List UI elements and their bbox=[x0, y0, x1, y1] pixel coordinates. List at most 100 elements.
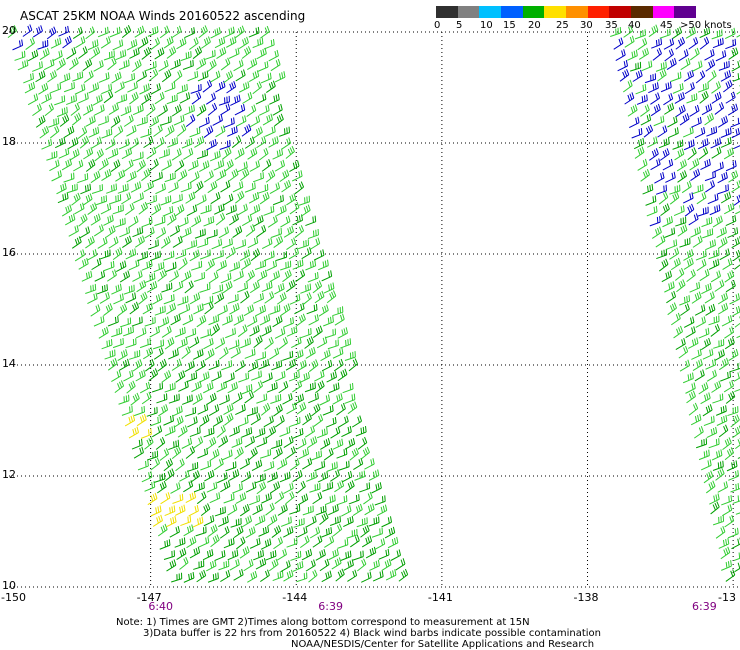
wind-barb-336 bbox=[278, 380, 289, 394]
wind-barb-943 bbox=[268, 49, 279, 62]
wind-barb-684 bbox=[91, 184, 103, 194]
wind-barb-335 bbox=[266, 382, 278, 393]
wind-barb-354 bbox=[262, 372, 273, 384]
colorbar-tick-label-0: 0 bbox=[434, 20, 441, 31]
wind-barb-433 bbox=[249, 325, 260, 337]
wind-barb-851 bbox=[154, 91, 165, 105]
wind-barb-216 bbox=[221, 449, 233, 461]
wind-barb-306 bbox=[141, 391, 152, 405]
wind-barb-1092 bbox=[674, 267, 685, 281]
wind-barb-946 bbox=[37, 39, 49, 50]
wind-barb-254 bbox=[216, 424, 226, 438]
wind-barb-920 bbox=[247, 58, 258, 71]
wind-barb-37 bbox=[395, 558, 406, 571]
wind-barb-105 bbox=[280, 516, 292, 527]
wind-barb-715 bbox=[228, 168, 239, 182]
wind-barb-80 bbox=[208, 524, 218, 537]
wind-barbs bbox=[7, 24, 740, 583]
wind-barb-743 bbox=[69, 148, 80, 161]
wind-barb-966 bbox=[22, 24, 33, 37]
wind-barb-151 bbox=[374, 495, 386, 506]
wind-barb-956 bbox=[163, 36, 174, 49]
wind-barb-1061 bbox=[673, 325, 684, 339]
wind-barb-652 bbox=[200, 204, 212, 215]
wind-barb-311 bbox=[206, 392, 217, 405]
wind-barb-375 bbox=[285, 358, 297, 371]
wind-barb-421 bbox=[98, 326, 109, 339]
wind-barb-1243 bbox=[720, 70, 732, 82]
wind-barb-1173 bbox=[649, 148, 659, 161]
wind-barb-1003 bbox=[705, 480, 716, 494]
wind-barb-619 bbox=[294, 225, 305, 238]
wind-barb-756 bbox=[234, 147, 245, 160]
wind-barb-81 bbox=[219, 526, 230, 539]
wind-barb-320 bbox=[319, 394, 331, 406]
wind-barb-59 bbox=[186, 536, 197, 549]
wind-barb-648 bbox=[151, 203, 162, 216]
wind-barb-580 bbox=[313, 249, 325, 261]
wind-barb-263 bbox=[330, 426, 341, 439]
wind-barb-394 bbox=[269, 347, 280, 360]
wind-barb-10 bbox=[296, 572, 308, 583]
wind-barb-175 bbox=[190, 470, 200, 483]
wind-barb-893 bbox=[172, 70, 183, 83]
wind-barb-1254 bbox=[731, 60, 740, 72]
wind-barb-1149 bbox=[655, 184, 667, 195]
note-line-1: Note: 1) Times are GMT 2)Times along bot… bbox=[116, 617, 530, 628]
wind-barb-878 bbox=[238, 81, 250, 93]
wind-barb-287 bbox=[146, 406, 158, 417]
wind-barb-494 bbox=[253, 292, 265, 304]
wind-barb-888 bbox=[111, 71, 122, 84]
wind-barb-901 bbox=[274, 71, 286, 83]
wind-barb-804 bbox=[71, 112, 82, 126]
wind-barb-540 bbox=[321, 270, 333, 282]
wind-barb-826 bbox=[94, 104, 105, 116]
wind-barb-803 bbox=[59, 114, 70, 127]
wind-barb-835 bbox=[207, 102, 218, 116]
wind-barb-1077 bbox=[717, 302, 729, 315]
wind-barb-1211 bbox=[675, 104, 686, 118]
wind-barb-821 bbox=[32, 103, 42, 117]
wind-barb-91 bbox=[346, 528, 358, 539]
wind-barb-999 bbox=[735, 512, 740, 515]
wind-barb-604 bbox=[105, 225, 116, 238]
wind-barb-805 bbox=[85, 115, 96, 127]
wind-barb-853 bbox=[179, 92, 191, 104]
wind-barb-678 bbox=[272, 194, 284, 206]
wind-barb-978 bbox=[171, 25, 182, 38]
wind-barb-117 bbox=[188, 504, 199, 517]
wind-barb-869 bbox=[127, 81, 138, 93]
wind-barb-789 bbox=[140, 128, 152, 138]
wind-barb-927 bbox=[66, 47, 77, 60]
wind-barb-343 bbox=[123, 370, 134, 382]
wind-barb-1157 bbox=[654, 171, 665, 184]
wind-barb-516 bbox=[274, 282, 285, 295]
wind-barb-196 bbox=[213, 457, 224, 471]
wind-barb-256 bbox=[241, 427, 253, 438]
wind-barb-13 bbox=[335, 568, 345, 582]
wind-barb-55 bbox=[378, 548, 390, 560]
wind-barb-1019 bbox=[735, 437, 740, 450]
wind-barb-483 bbox=[113, 293, 124, 305]
wind-barb-467 bbox=[165, 302, 177, 315]
wind-barb-685 bbox=[106, 183, 118, 194]
wind-barb-640 bbox=[305, 215, 317, 227]
wind-barb-213 bbox=[185, 445, 196, 459]
wind-barb-312 bbox=[219, 394, 230, 406]
wind-barb-522 bbox=[94, 270, 106, 282]
wind-barb-295 bbox=[246, 406, 258, 417]
wind-barb-133 bbox=[147, 492, 158, 506]
wind-barb-25 bbox=[243, 559, 254, 572]
wind-barb-779 bbox=[268, 136, 279, 148]
wind-barb-1021 bbox=[706, 426, 718, 439]
wind-barb-916 bbox=[196, 57, 207, 70]
wind-barb-449 bbox=[196, 314, 207, 328]
colorbar-swatch-7 bbox=[587, 6, 610, 18]
wind-barb-1030 bbox=[715, 405, 727, 416]
wind-barb-465 bbox=[142, 302, 153, 315]
wind-barb-1093 bbox=[686, 269, 696, 283]
wind-barb-268 bbox=[150, 416, 162, 427]
wind-barb-823 bbox=[56, 106, 68, 118]
wind-barb-682 bbox=[66, 183, 78, 194]
wind-barb-1020 bbox=[694, 426, 704, 439]
